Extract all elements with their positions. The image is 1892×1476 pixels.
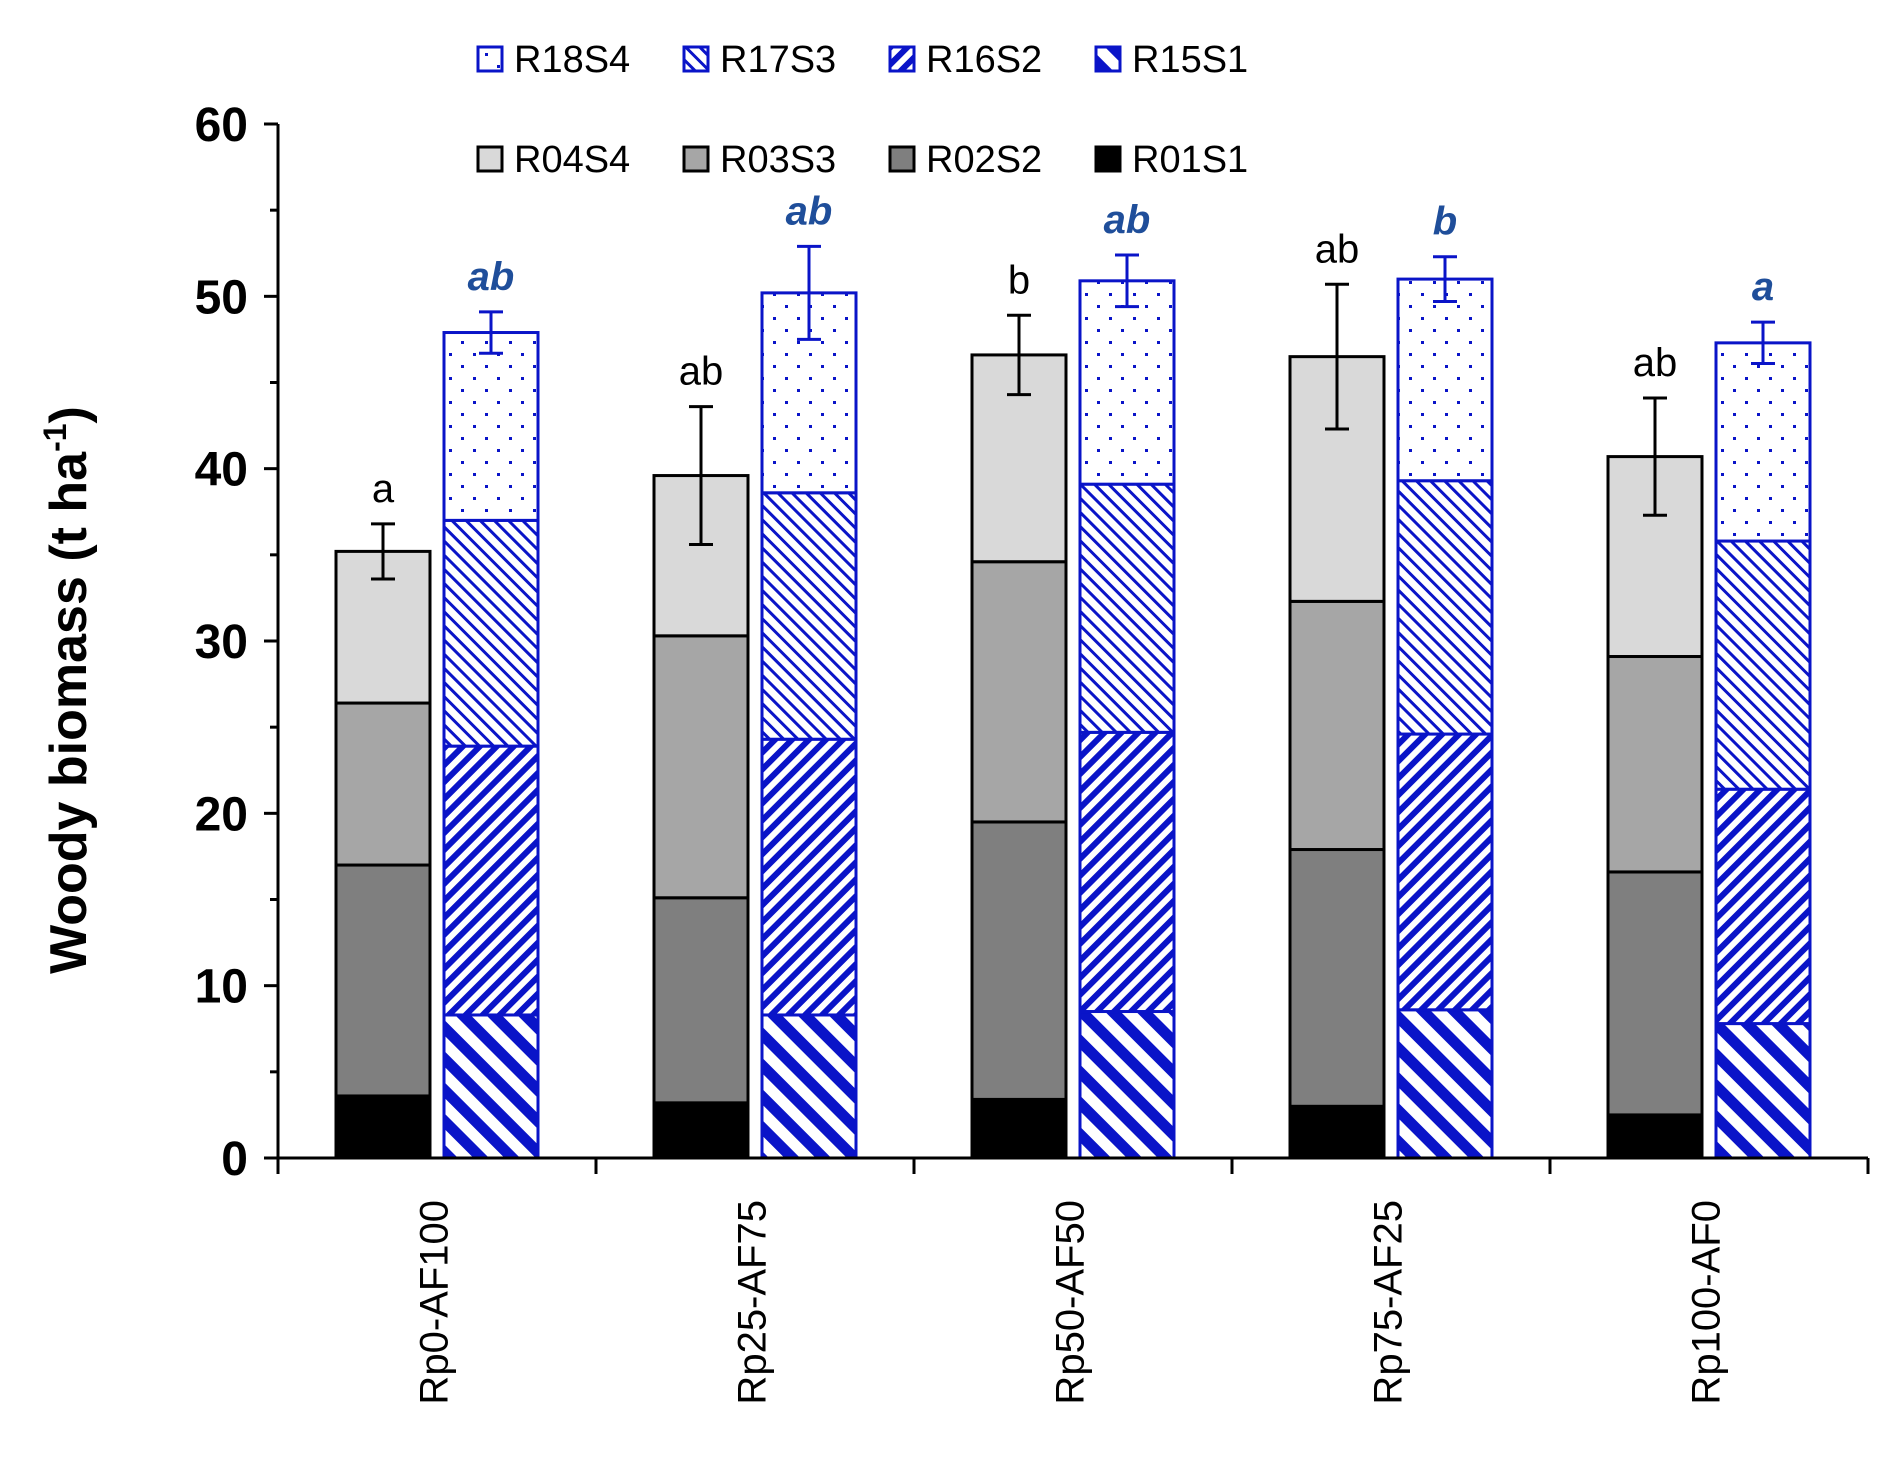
bar-R18S4-Rp0-AF100 — [442, 331, 540, 522]
y-axis-title-superscript: -1 — [37, 423, 73, 451]
bar-R02S2-Rp100-AF0 — [1606, 870, 1704, 1117]
x-category-label-Rp0-AF100: Rp0-AF100 — [413, 1200, 457, 1405]
y-tick-label-60: 60 — [195, 99, 248, 152]
significance-label-Rp50-AF50-0: b — [1008, 258, 1030, 302]
bar-R18S4-Rp100-AF0 — [1714, 341, 1812, 543]
bar-R03S3-Rp25-AF75 — [652, 634, 750, 900]
y-axis-title-close: ) — [40, 406, 98, 423]
bar-R01S1-Rp100-AF0 — [1606, 1113, 1704, 1160]
legend-swatch-R04S4 — [476, 145, 504, 173]
legend: R18S4 R17S3 R16S2 R15S1 R04S4 R03S3 R02S2 R01S1 — [476, 39, 1248, 181]
bar-R17S3-Rp50-AF50 — [1078, 482, 1176, 734]
y-axis-title-main: Woody biomass (t ha — [40, 451, 98, 974]
significance-label-Rp50-AF50-1: ab — [1104, 198, 1151, 242]
bar-R03S3-Rp50-AF50 — [970, 560, 1068, 824]
legend-swatch-R18S4 — [476, 45, 504, 73]
bar-R18S4-Rp75-AF25 — [1396, 277, 1494, 483]
bar-R03S3-Rp0-AF100 — [334, 701, 432, 867]
bar-R02S2-Rp75-AF25 — [1288, 848, 1386, 1108]
bar-R02S2-Rp25-AF75 — [652, 896, 750, 1105]
bar-R03S3-Rp100-AF0 — [1606, 655, 1704, 874]
legend-swatch-R16S2 — [888, 45, 916, 73]
bar-R04S4-Rp50-AF50 — [970, 353, 1068, 564]
bar-R02S2-Rp0-AF100 — [334, 863, 432, 1098]
bar-R01S1-Rp25-AF75 — [652, 1101, 750, 1160]
bar-R16S2-Rp50-AF50 — [1078, 730, 1176, 1014]
legend-label-R17S3: R17S3 — [720, 39, 836, 81]
bar-R15S1-Rp50-AF50 — [1078, 1010, 1176, 1160]
axes-layer: 0 10 20 30 40 50 60 Rp0-AF100 Rp25-AF75 Rp50-AF50… — [195, 99, 1870, 1405]
x-category-label-Rp50-AF50: Rp50-AF50 — [1049, 1200, 1093, 1405]
bar-R17S3-Rp25-AF75 — [760, 491, 858, 741]
legend-label-R02S2: R02S2 — [926, 139, 1042, 181]
y-tick-label-10: 10 — [195, 961, 248, 1014]
y-tick-label-20: 20 — [195, 788, 248, 841]
significance-label-Rp75-AF25-0: ab — [1315, 227, 1360, 271]
legend-label-R16S2: R16S2 — [926, 39, 1042, 81]
bars-layer — [334, 277, 1812, 1160]
y-tick-label-30: 30 — [195, 616, 248, 669]
bar-R16S2-Rp100-AF0 — [1714, 787, 1812, 1026]
legend-swatch-R17S3 — [682, 45, 710, 73]
x-category-label-Rp100-AF0: Rp100-AF0 — [1685, 1200, 1729, 1405]
significance-labels-layer: a ab ab ab b ab ab b ab a — [372, 189, 1774, 510]
bar-R01S1-Rp0-AF100 — [334, 1094, 432, 1160]
bar-R04S4-Rp75-AF25 — [1288, 355, 1386, 603]
y-tick-label-50: 50 — [195, 271, 248, 324]
y-tick-label-0: 0 — [221, 1133, 248, 1186]
error-bars-layer — [371, 244, 1775, 581]
significance-label-Rp25-AF75-0: ab — [679, 350, 724, 394]
bar-R01S1-Rp50-AF50 — [970, 1097, 1068, 1160]
significance-label-Rp75-AF25-1: b — [1433, 200, 1457, 244]
bar-R16S2-Rp75-AF25 — [1396, 732, 1494, 1012]
bar-R17S3-Rp0-AF100 — [442, 518, 540, 748]
significance-label-Rp100-AF0-0: ab — [1633, 341, 1678, 385]
legend-label-R04S4: R04S4 — [514, 139, 630, 181]
legend-label-R18S4: R18S4 — [514, 39, 630, 81]
y-axis-title: Woody biomass (t ha-1) — [37, 406, 98, 974]
x-category-label-Rp25-AF75: Rp25-AF75 — [731, 1200, 775, 1405]
y-tick-label-40: 40 — [195, 444, 248, 497]
legend-label-R15S1: R15S1 — [1132, 39, 1248, 81]
bar-R17S3-Rp75-AF25 — [1396, 479, 1494, 736]
bar-R01S1-Rp75-AF25 — [1288, 1104, 1386, 1160]
bar-R16S2-Rp25-AF75 — [760, 737, 858, 1017]
legend-swatch-R03S3 — [682, 145, 710, 173]
legend-swatch-R02S2 — [888, 145, 916, 173]
bar-R15S1-Rp0-AF100 — [442, 1013, 540, 1160]
legend-label-R03S3: R03S3 — [720, 139, 836, 181]
bar-R03S3-Rp75-AF25 — [1288, 599, 1386, 852]
bar-R18S4-Rp50-AF50 — [1078, 279, 1176, 486]
bar-R15S1-Rp75-AF25 — [1396, 1008, 1494, 1160]
bar-R15S1-Rp100-AF0 — [1714, 1022, 1812, 1160]
bar-R16S2-Rp0-AF100 — [442, 744, 540, 1017]
legend-label-R01S1: R01S1 — [1132, 139, 1248, 181]
legend-swatch-R01S1 — [1094, 145, 1122, 173]
legend-swatch-R15S1 — [1094, 45, 1122, 73]
significance-label-Rp100-AF0-1: a — [1752, 265, 1774, 309]
significance-label-Rp0-AF100-1: ab — [468, 255, 515, 299]
bar-R02S2-Rp50-AF50 — [970, 820, 1068, 1101]
significance-label-Rp0-AF100-0: a — [372, 467, 395, 511]
x-category-label-Rp75-AF25: Rp75-AF25 — [1367, 1200, 1411, 1405]
bar-R15S1-Rp25-AF75 — [760, 1013, 858, 1160]
significance-label-Rp25-AF75-1: ab — [786, 189, 833, 233]
bar-R17S3-Rp100-AF0 — [1714, 539, 1812, 791]
